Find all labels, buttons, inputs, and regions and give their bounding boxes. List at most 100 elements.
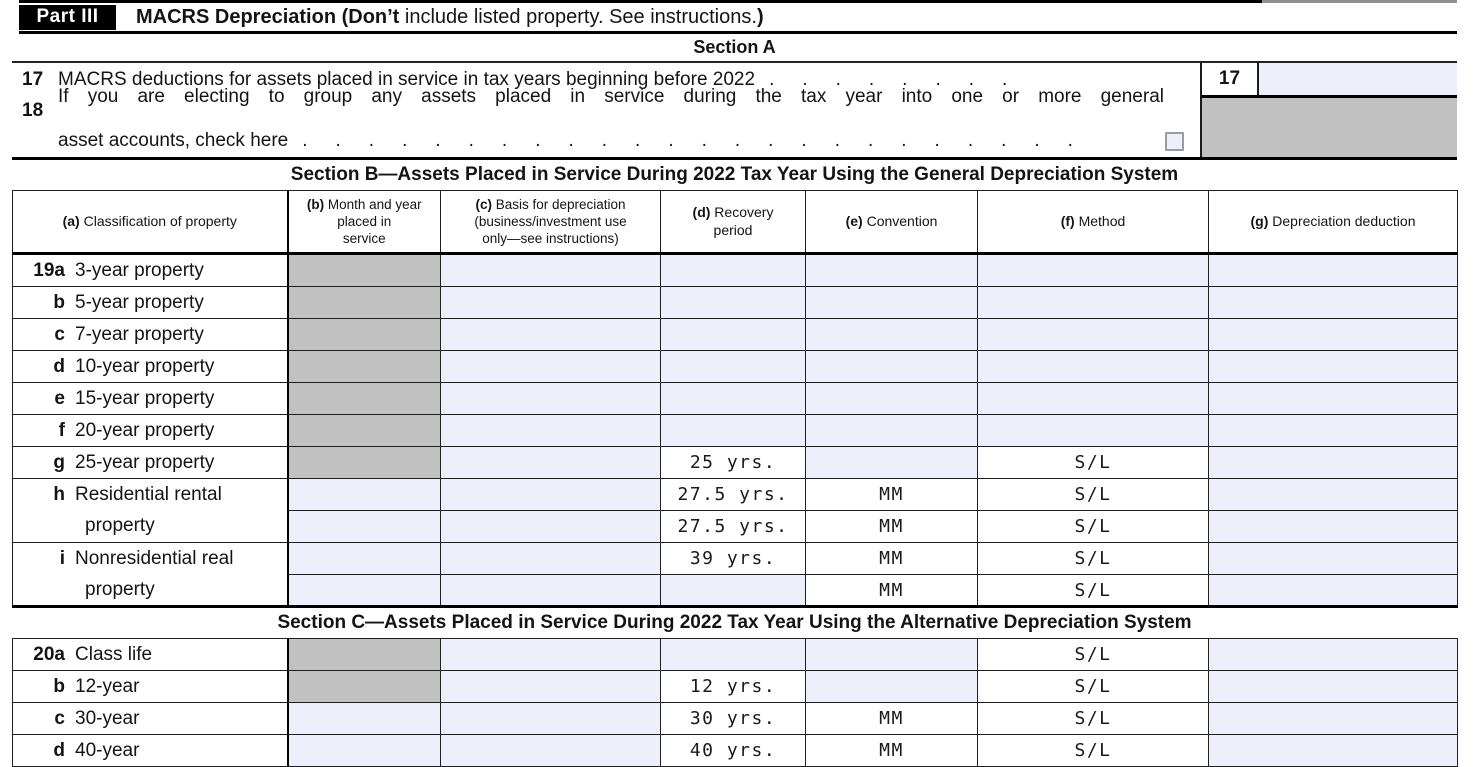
cell-19h-g[interactable] [1208, 478, 1458, 511]
cell-20b-d: 12 yrs. [660, 670, 806, 703]
cell-19e-g[interactable] [1208, 382, 1458, 415]
table-row-19i2: MM S/L [13, 574, 1458, 607]
cell-19i-b[interactable] [287, 542, 441, 575]
cell-19e-f[interactable] [977, 382, 1209, 415]
part-iii-title: MACRS Depreciation (Don’t include listed… [136, 6, 764, 29]
cell-20c-d: 30 yrs. [660, 702, 806, 735]
cell-19h2-g[interactable] [1208, 510, 1458, 543]
line-17-amount-field[interactable] [1259, 63, 1457, 95]
row-label-text: 40-year [75, 739, 140, 761]
cell-19a-b [287, 253, 441, 287]
cell-19i2-g[interactable] [1208, 574, 1458, 607]
cell-19a-e[interactable] [805, 253, 978, 287]
macrs-table-section-b: (a) Classification of property (b) Month … [12, 190, 1458, 608]
cell-19d-d[interactable] [660, 350, 806, 383]
row-number: d [53, 355, 65, 377]
row-label-19i: i Nonresidential real property [12, 542, 289, 607]
row-number: e [54, 387, 65, 409]
cell-19a-f[interactable] [977, 253, 1209, 287]
column-header-a: (a) Classification of property [12, 190, 289, 255]
row-number: b [53, 291, 65, 313]
column-header-b: (b) Month and year placed in service [287, 190, 441, 255]
cell-19f-d[interactable] [660, 414, 806, 447]
cell-19i2-b[interactable] [287, 574, 441, 607]
cell-19e-e[interactable] [805, 382, 978, 415]
cell-19g-g[interactable] [1208, 446, 1458, 479]
cell-20b-c[interactable] [440, 670, 661, 703]
cell-19h2-b[interactable] [287, 510, 441, 543]
cell-20d-g[interactable] [1208, 734, 1458, 767]
cell-19d-e[interactable] [805, 350, 978, 383]
cell-20d-c[interactable] [440, 734, 661, 767]
line-18-text-line2: asset accounts, check here [58, 130, 289, 151]
cell-19a-c[interactable] [440, 253, 661, 287]
line-18-number: 18 [22, 99, 44, 121]
part-header-row: Part III MACRS Depreciation (Don’t inclu… [19, 3, 1457, 34]
table-row-20b: b 12-year 12 yrs. S/L [12, 670, 1458, 703]
column-header-g: (g) Depreciation deduction [1208, 190, 1458, 255]
group-assets-checkbox[interactable] [1165, 131, 1184, 151]
cell-19a-g[interactable] [1208, 253, 1458, 287]
cell-19b-c[interactable] [440, 286, 661, 319]
cell-19f-g[interactable] [1208, 414, 1458, 447]
cell-19i2-f: S/L [977, 574, 1209, 607]
cell-19i2-c[interactable] [440, 574, 661, 607]
cell-19h2-c[interactable] [440, 510, 661, 543]
cell-20d-b[interactable] [287, 734, 441, 767]
cell-19d-f[interactable] [977, 350, 1209, 383]
cell-19i-e: MM [805, 542, 978, 575]
cell-19c-d[interactable] [660, 318, 806, 351]
cell-19g-e[interactable] [805, 446, 978, 479]
cell-20a-g[interactable] [1208, 638, 1458, 671]
cell-20a-c[interactable] [440, 638, 661, 671]
line-17-leader-dots: ........ [769, 68, 1036, 90]
cell-19h-b[interactable] [287, 478, 441, 511]
part-title-bold: MACRS Depreciation (Don’t [136, 5, 400, 28]
cell-20b-g[interactable] [1208, 670, 1458, 703]
cell-19b-f[interactable] [977, 286, 1209, 319]
cell-20c-g[interactable] [1208, 702, 1458, 735]
line-18-text-line1: If you are electing to group any assets … [58, 85, 1164, 107]
cell-19a-d[interactable] [660, 253, 806, 287]
section-a-text-area: 17 MACRS deductions for assets placed in… [12, 63, 1200, 157]
cell-19f-e[interactable] [805, 414, 978, 447]
cell-20d-d: 40 yrs. [660, 734, 806, 767]
cell-20a-d[interactable] [660, 638, 806, 671]
cell-19b-d[interactable] [660, 286, 806, 319]
cell-19i-c[interactable] [440, 542, 661, 575]
cell-19c-f[interactable] [977, 318, 1209, 351]
cell-20b-e[interactable] [805, 670, 978, 703]
table-row-19h2: 27.5 yrs. MM S/L [13, 510, 1458, 543]
cell-19i-g[interactable] [1208, 542, 1458, 575]
cell-20c-f: S/L [977, 702, 1209, 735]
part-iii-badge: Part III [19, 4, 116, 30]
cell-19d-b [287, 350, 441, 383]
row-number: 19a [33, 259, 65, 281]
cell-19f-c[interactable] [440, 414, 661, 447]
cell-19e-d[interactable] [660, 382, 806, 415]
cell-19c-e[interactable] [805, 318, 978, 351]
row-number: d [53, 739, 65, 761]
cell-19e-c[interactable] [440, 382, 661, 415]
cell-20a-e[interactable] [805, 638, 978, 671]
cell-19h2-f: S/L [977, 510, 1209, 543]
cell-19c-g[interactable] [1208, 318, 1458, 351]
line-18-shaded-area [1202, 98, 1457, 157]
cell-19g-c[interactable] [440, 446, 661, 479]
cell-19c-c[interactable] [440, 318, 661, 351]
cell-19b-g[interactable] [1208, 286, 1458, 319]
cell-19d-c[interactable] [440, 350, 661, 383]
cell-19d-g[interactable] [1208, 350, 1458, 383]
row-label-19e: e 15-year property [12, 382, 289, 415]
cell-19h-c[interactable] [440, 478, 661, 511]
cell-19i-d: 39 yrs. [660, 542, 806, 575]
row-number: b [53, 675, 65, 697]
cell-19g-d: 25 yrs. [660, 446, 806, 479]
cell-19i2-d[interactable] [660, 574, 806, 607]
cell-19g-f: S/L [977, 446, 1209, 479]
row-label-text: 12-year [75, 675, 140, 697]
cell-19f-f[interactable] [977, 414, 1209, 447]
cell-20c-c[interactable] [440, 702, 661, 735]
cell-20c-b[interactable] [287, 702, 441, 735]
cell-19b-e[interactable] [805, 286, 978, 319]
